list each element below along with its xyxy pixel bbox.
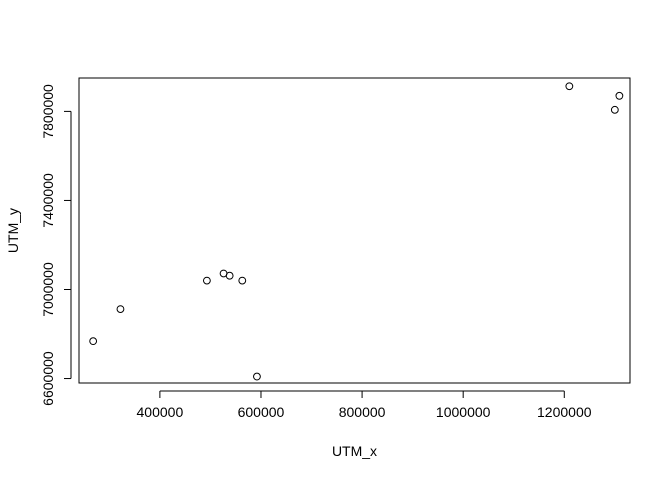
x-tick-label: 400000 <box>137 404 184 420</box>
data-point <box>610 105 619 114</box>
plot-frame <box>78 77 631 384</box>
x-axis: 400000 600000 800000 1000000 1200000 <box>137 390 592 420</box>
y-tick-label: 7800000 <box>40 84 56 139</box>
x-tick-label: 800000 <box>339 404 386 420</box>
x-tick-label: 600000 <box>238 404 285 420</box>
data-point <box>202 276 211 285</box>
data-point <box>238 276 247 285</box>
data-point <box>615 91 624 100</box>
y-tick-label: 7400000 <box>40 173 56 228</box>
data-points <box>89 82 624 381</box>
y-tick-label: 6600000 <box>40 351 56 406</box>
x-tick-label: 1000000 <box>436 404 491 420</box>
y-axis: 6600000 7000000 7400000 7800000 <box>40 84 72 406</box>
x-tick-label: 1200000 <box>537 404 592 420</box>
data-point <box>116 305 125 313</box>
y-tick-label: 7000000 <box>40 262 56 317</box>
x-axis-title: UTM_x <box>332 443 377 459</box>
data-point <box>225 271 234 280</box>
data-point <box>253 372 261 381</box>
data-point <box>89 337 98 346</box>
y-axis-title: UTM_y <box>5 208 21 253</box>
data-point <box>565 82 574 91</box>
